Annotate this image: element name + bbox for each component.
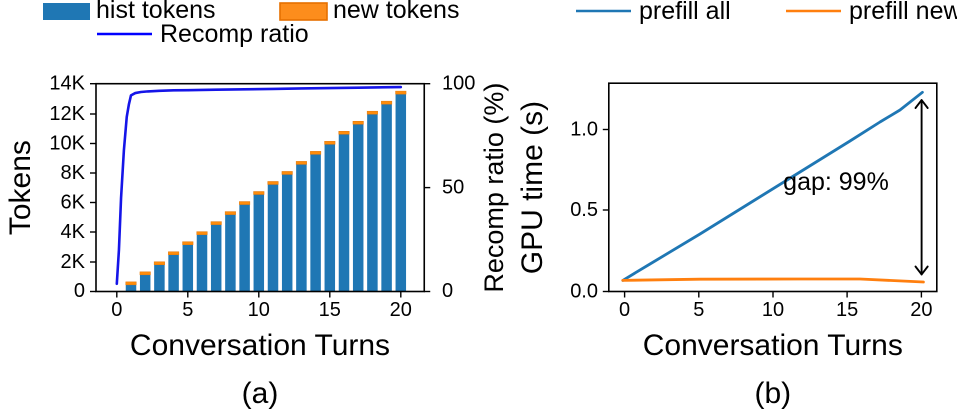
svg-text:10: 10 [762,299,784,321]
svg-text:2K: 2K [61,251,86,273]
svg-text:15: 15 [836,299,858,321]
svg-text:GPU time (s): GPU time (s) [516,101,549,274]
svg-text:4K: 4K [61,221,86,243]
svg-text:new tokens: new tokens [333,0,459,24]
svg-text:0.0: 0.0 [570,281,598,303]
svg-text:12K: 12K [49,103,85,125]
svg-text:50: 50 [442,177,464,199]
svg-text:14K: 14K [49,73,85,95]
svg-text:0.5: 0.5 [570,199,598,221]
svg-text:Conversation Turns: Conversation Turns [643,329,903,362]
svg-text:Recomp ratio (%): Recomp ratio (%) [479,83,509,293]
svg-text:prefill new: prefill new [849,0,957,25]
svg-text:Tokens: Tokens [4,140,37,235]
svg-text:1.0: 1.0 [570,119,598,141]
svg-text:(b): (b) [754,377,791,410]
svg-text:Recomp ratio: Recomp ratio [160,20,309,48]
svg-text:5: 5 [182,299,193,321]
svg-text:0: 0 [442,280,453,302]
svg-text:20: 20 [910,299,932,321]
svg-text:10: 10 [248,299,270,321]
svg-text:15: 15 [319,299,341,321]
svg-text:Conversation Turns: Conversation Turns [130,329,390,362]
svg-text:0: 0 [74,280,85,302]
svg-text:0: 0 [619,299,630,321]
svg-text:6K: 6K [61,192,86,214]
svg-text:0: 0 [111,299,122,321]
svg-text:10K: 10K [49,133,85,155]
svg-text:100: 100 [442,73,475,95]
svg-text:gap: 99%: gap: 99% [783,168,889,196]
svg-text:5: 5 [693,299,704,321]
svg-text:(a): (a) [242,377,279,410]
svg-text:8K: 8K [61,162,86,184]
svg-text:prefill all: prefill all [639,0,731,25]
svg-text:20: 20 [390,299,412,321]
